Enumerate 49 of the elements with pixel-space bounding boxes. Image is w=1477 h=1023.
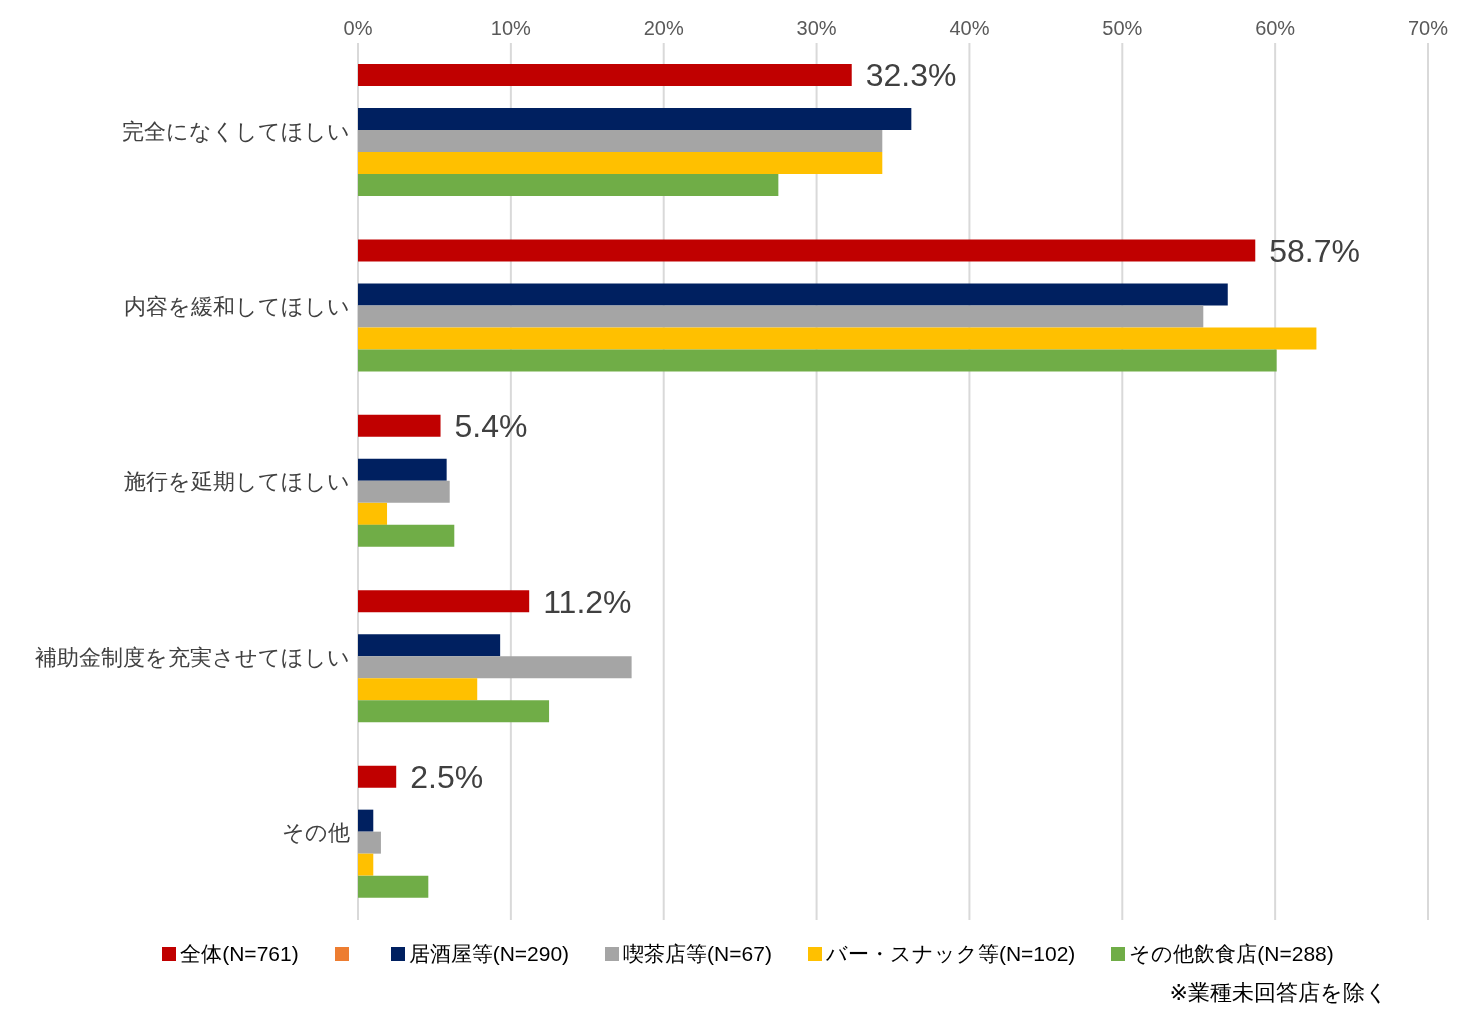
x-tick-label: 30% — [796, 17, 837, 39]
data-label: 5.4% — [454, 408, 528, 445]
x-tick-label: 0% — [343, 17, 373, 39]
bar — [358, 678, 478, 701]
bar — [358, 130, 883, 153]
data-label: 11.2% — [543, 583, 632, 620]
y-tick-label: 内容を緩和してほしい — [124, 293, 350, 319]
bar — [358, 853, 374, 876]
x-tick-label: 10% — [490, 17, 532, 39]
bar — [358, 152, 883, 175]
bar — [358, 239, 1256, 262]
bar — [358, 305, 1204, 328]
bar — [358, 809, 374, 832]
bar — [358, 700, 550, 723]
bar — [358, 283, 1228, 306]
bar — [358, 634, 501, 657]
y-tick-label: 完全になくしてほしい — [122, 118, 350, 144]
bar — [358, 458, 447, 481]
bar — [358, 480, 450, 503]
bar — [358, 349, 1277, 372]
legend-label: 全体(N=761) — [180, 941, 299, 967]
bar — [358, 524, 455, 547]
bar — [358, 174, 779, 197]
bar — [358, 108, 912, 131]
data-label: 2.5% — [410, 759, 484, 796]
y-tick-label: 補助金制度を充実させてほしい — [35, 644, 350, 670]
bar — [358, 414, 441, 437]
x-tick-label: 50% — [1102, 17, 1143, 39]
legend-label: バー・スナック等(N=102) — [825, 941, 1076, 967]
legend-label: その他飲食店(N=288) — [1129, 941, 1334, 967]
text: ※業種未回答店を除く — [1169, 979, 1388, 1007]
legend-label: 喫茶店等(N=67) — [623, 941, 772, 967]
bar — [358, 765, 397, 788]
x-tick-label: 40% — [949, 17, 990, 39]
bar — [358, 590, 530, 613]
bar — [358, 327, 1317, 350]
bar — [358, 656, 632, 679]
y-tick-label: その他 — [282, 820, 350, 846]
bar — [358, 875, 429, 898]
bar — [358, 502, 388, 525]
bar — [358, 64, 852, 87]
data-label: 32.3% — [865, 57, 957, 94]
legend-label: 居酒屋等(N=290) — [408, 941, 570, 967]
x-tick-label: 60% — [1255, 17, 1296, 39]
data-label: 58.7% — [1269, 232, 1361, 269]
x-tick-label: 20% — [643, 17, 684, 39]
x-tick-label: 70% — [1407, 17, 1449, 39]
y-tick-label: 施行を延期してほしい — [124, 469, 350, 495]
bar — [358, 831, 381, 854]
